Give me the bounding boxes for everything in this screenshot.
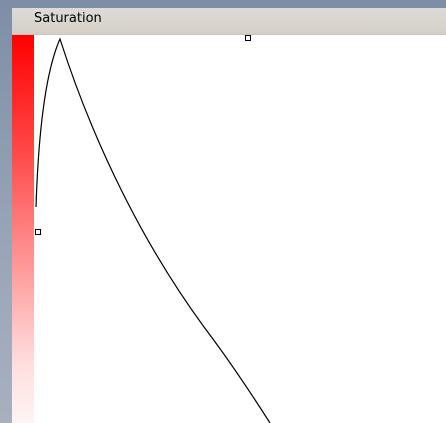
curve-control-point-top[interactable] — [245, 35, 251, 41]
saturation-curve[interactable] — [35, 37, 271, 423]
panel-title-bar: Saturation — [12, 8, 446, 35]
curve-control-point-left[interactable] — [35, 229, 41, 235]
curve-canvas[interactable] — [34, 35, 446, 423]
saturation-curve-panel: Saturation — [12, 8, 446, 423]
panel-title: Saturation — [34, 11, 102, 26]
saturation-gradient-strip — [12, 35, 34, 423]
